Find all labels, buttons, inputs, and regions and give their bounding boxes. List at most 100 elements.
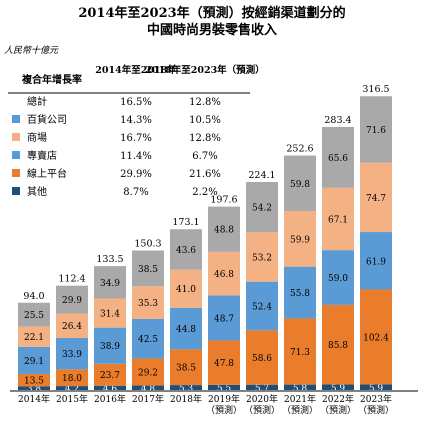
bar-segment (132, 385, 164, 390)
cagr-row-value-1: 16.7% (120, 133, 152, 144)
bar-segment (170, 307, 202, 350)
chart-title: 2014年至2023年（預測）按經銷渠道劃分的 (78, 5, 345, 21)
bar-value-label: 71.6 (366, 126, 386, 136)
x-tick-label: 2015年 (56, 393, 88, 405)
cagr-row-label: 商場 (27, 131, 47, 144)
bar-segment (246, 281, 278, 331)
bar-value-label: 48.8 (214, 226, 234, 236)
bar-segment (360, 289, 392, 385)
bar-segment (18, 373, 50, 387)
bar-value-label: 61.9 (366, 257, 386, 267)
bar-total-label: 94.0 (23, 291, 44, 302)
cagr-row-label: 其他 (27, 185, 47, 198)
bar-segment (56, 369, 88, 387)
bar-segment (284, 384, 316, 390)
bar-segment (56, 337, 88, 370)
cagr-col1-header: 2014年至2018年 (95, 64, 177, 76)
bar-value-label: 5.7 (255, 384, 270, 394)
cagr-row-label: 線上平台 (27, 167, 67, 180)
bar-value-label: 53.2 (252, 253, 272, 263)
cagr-legend-swatch (12, 169, 20, 177)
bar-value-label: 34.9 (100, 279, 120, 289)
bar-value-label: 13.5 (24, 377, 44, 387)
bar-value-label: 33.9 (62, 350, 82, 360)
x-tick-label: 2020年 (246, 393, 278, 405)
chart-subtitle: 中國時尚男裝零售收入 (147, 22, 277, 38)
bar-value-label: 74.7 (366, 194, 386, 204)
bar-segment (170, 269, 202, 308)
cagr-row-value-1: 14.3% (120, 115, 152, 126)
bar-segment (94, 327, 126, 364)
cagr-table: 複合年增長率 2014年至2018年 2018年至2023年（預測） 總計 16.… (8, 64, 265, 198)
bar-value-label: 102.4 (363, 334, 389, 344)
cagr-row-value-1: 29.9% (120, 169, 152, 180)
bar-segment (208, 295, 240, 341)
cagr-col2-header: 2018年至2023年（預測） (145, 64, 264, 76)
x-tick-label: 2022年 (322, 393, 354, 405)
cagr-legend-swatch (12, 115, 20, 123)
bar-total-label: 112.4 (58, 274, 85, 285)
bar-segment (208, 251, 240, 296)
bar-segment (208, 206, 240, 252)
bar-segment (322, 304, 354, 385)
bar-segment (284, 266, 316, 319)
bar-value-label: 23.7 (100, 371, 120, 381)
bar-segment (246, 182, 278, 233)
cagr-row-label: 總計 (27, 95, 47, 108)
bar-value-label: 25.5 (24, 311, 44, 321)
bar-total-label: 150.3 (134, 239, 161, 250)
bar-value-label: 5.5 (217, 384, 232, 394)
bar-value-label: 38.9 (100, 342, 120, 352)
bar-value-label: 5.8 (293, 384, 308, 394)
bar-value-label: 22.1 (24, 333, 44, 343)
bar-segment (132, 286, 164, 319)
bar-total-label: 133.5 (96, 254, 123, 265)
x-tick-label: 2019年 (208, 393, 240, 405)
x-tick-label: 2023年 (360, 393, 392, 405)
bar-segment (18, 346, 50, 374)
bar-value-label: 48.7 (214, 314, 234, 324)
bar-total-label: 316.5 (362, 84, 389, 95)
bar-value-label: 26.4 (62, 322, 82, 332)
bar-segment (208, 384, 240, 390)
bar-value-label: 42.5 (138, 335, 158, 345)
x-tick-label: 2014年 (18, 393, 50, 405)
bar-value-label: 5.9 (331, 384, 346, 394)
bar-value-label: 55.8 (290, 289, 310, 299)
bar-total-label: 224.1 (248, 170, 275, 181)
bar-segment (322, 250, 354, 305)
cagr-legend-swatch (12, 133, 20, 141)
bar-segment (170, 229, 202, 270)
bar-value-label: 31.4 (100, 310, 120, 320)
bar-segment (132, 250, 164, 287)
cagr-row-label: 百貨公司 (27, 113, 67, 126)
cagr-row-value-1: 8.7% (123, 187, 148, 198)
bar-segment (18, 326, 50, 347)
x-tick-label: 2016年 (94, 393, 126, 405)
bar-value-label: 38.5 (176, 364, 196, 374)
bar-segment (322, 126, 354, 188)
x-tick-note: （預測） (320, 404, 356, 416)
bar-segment (170, 349, 202, 386)
bar-total-label: 173.1 (172, 217, 199, 228)
bar-value-label: 47.8 (214, 359, 234, 369)
bar-segment (284, 318, 316, 385)
bar-segment (132, 318, 164, 359)
cagr-row-value-2: 12.8% (189, 133, 221, 144)
bar-value-label: 4.2 (65, 385, 79, 395)
x-tick-note: （預測） (358, 404, 394, 416)
bar-segment (94, 298, 126, 328)
bar-total-label: 197.6 (210, 195, 237, 206)
cagr-row-value-2: 21.6% (189, 169, 221, 180)
x-tick-note: （預測） (244, 404, 280, 416)
bar-value-label: 59.9 (290, 235, 310, 245)
cagr-row-value-1: 11.4% (120, 151, 152, 162)
bar-segment (360, 96, 392, 163)
bar-segment (18, 386, 50, 390)
bar-segment (94, 385, 126, 390)
cagr-row-value-2: 10.5% (189, 115, 221, 126)
bar-value-label: 35.3 (138, 299, 158, 309)
bar-value-label: 5.3 (179, 384, 194, 394)
cagr-row-value-1: 16.5% (120, 97, 152, 108)
x-tick-note: （預測） (282, 404, 318, 416)
